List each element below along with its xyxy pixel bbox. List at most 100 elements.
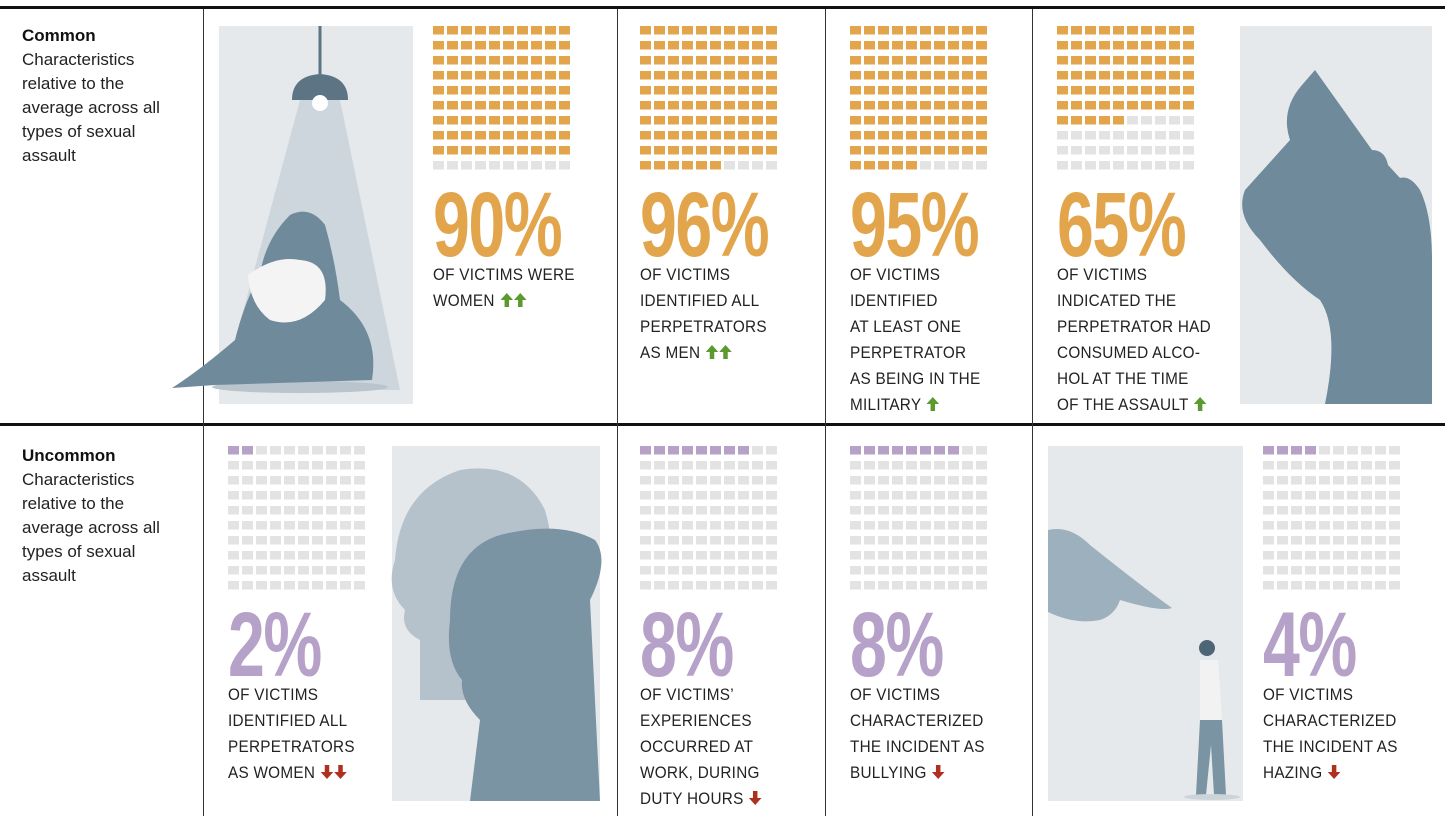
waffle-square [1277, 461, 1288, 470]
line-text: AS BEING IN THE [850, 369, 980, 388]
waffle-square [1291, 521, 1302, 530]
waffle-square [1057, 101, 1068, 110]
waffle-square [298, 581, 309, 590]
waffle-square [1057, 131, 1068, 140]
waffle-square [1375, 461, 1386, 470]
waffle-square [284, 581, 295, 590]
waffle-square [228, 566, 239, 575]
waffle [1057, 26, 1199, 176]
waffle-square [948, 536, 959, 545]
waffle-square [1305, 476, 1316, 485]
waffle-square [340, 476, 351, 485]
waffle-square [976, 161, 987, 170]
waffle-square [724, 476, 735, 485]
waffle-square [433, 26, 444, 35]
waffle-square [892, 116, 903, 125]
waffle-square [668, 86, 679, 95]
waffle-square [433, 86, 444, 95]
waffle-square [920, 131, 931, 140]
waffle-square [878, 461, 889, 470]
waffle-square [640, 131, 651, 140]
waffle-square [326, 506, 337, 515]
waffle-square [475, 146, 486, 155]
waffle-square [752, 566, 763, 575]
waffle-square [1113, 86, 1124, 95]
waffle-square [668, 581, 679, 590]
waffle-square [738, 461, 749, 470]
waffle-fill [850, 26, 987, 170]
waffle-square [242, 581, 253, 590]
waffle-square [447, 161, 458, 170]
description-line: MILITARY [850, 392, 980, 418]
description-line: CONSUMED ALCO- [1057, 340, 1211, 366]
waffle-square [724, 506, 735, 515]
waffle-square [228, 476, 239, 485]
waffle-square [1389, 581, 1400, 590]
waffle-square [976, 41, 987, 50]
waffle-square [668, 566, 679, 575]
waffle-square [724, 116, 735, 125]
description: OF VICTIMSIDENTIFIED ALLPERPETRATORSAS W… [228, 682, 355, 786]
waffle-square [696, 461, 707, 470]
waffle-square [962, 116, 973, 125]
description-line: PERPETRATOR [850, 340, 980, 366]
waffle [850, 26, 992, 176]
waffle-fill [640, 26, 777, 170]
waffle-square [976, 116, 987, 125]
waffle-square [906, 566, 917, 575]
waffle-square [1319, 446, 1330, 455]
waffle-square [710, 26, 721, 35]
description-line: OF VICTIMS’ [640, 682, 762, 708]
waffle-square [976, 521, 987, 530]
description-line: PERPETRATOR HAD [1057, 314, 1211, 340]
waffle-square [475, 26, 486, 35]
waffle-square [766, 476, 777, 485]
waffle-square [878, 476, 889, 485]
waffle-square [461, 101, 472, 110]
arrow-icon [334, 765, 347, 779]
waffle-square [1113, 101, 1124, 110]
waffle-square [752, 71, 763, 80]
waffle-square [654, 461, 665, 470]
waffle-square [920, 86, 931, 95]
percent: 95% [850, 179, 978, 271]
waffle-square [654, 476, 665, 485]
waffle-square [1389, 476, 1400, 485]
waffle-square [654, 131, 665, 140]
waffle-square [1099, 86, 1110, 95]
waffle-square [640, 26, 651, 35]
waffle-square [1099, 161, 1110, 170]
waffle-square [696, 566, 707, 575]
waffle-square [1183, 86, 1194, 95]
line-text: IDENTIFIED [850, 291, 938, 310]
description-line: HAZING [1263, 760, 1398, 786]
waffle-square [724, 86, 735, 95]
waffle-square [934, 521, 945, 530]
waffle-square [1183, 161, 1194, 170]
waffle-square [1155, 131, 1166, 140]
waffle-square [1361, 461, 1372, 470]
waffle-square [1155, 26, 1166, 35]
waffle-square [948, 26, 959, 35]
waffle-square [270, 521, 281, 530]
waffle-square [752, 131, 763, 140]
waffle-square [906, 506, 917, 515]
waffle-square [1347, 566, 1358, 575]
waffle-square [696, 521, 707, 530]
waffle-square [962, 26, 973, 35]
waffle-square [270, 461, 281, 470]
description-line: AS WOMEN [228, 760, 355, 786]
waffle-square [934, 566, 945, 575]
waffle-square [892, 536, 903, 545]
waffle-square [545, 86, 556, 95]
waffle-square [920, 566, 931, 575]
waffle-square [640, 566, 651, 575]
arrow-icon [514, 293, 527, 307]
waffle-square [878, 131, 889, 140]
waffle-square [1375, 521, 1386, 530]
waffle-square [906, 146, 917, 155]
description-line: CHARACTERIZED [1263, 708, 1398, 734]
waffle-square [640, 551, 651, 560]
waffle-square [1085, 146, 1096, 155]
waffle-square [906, 536, 917, 545]
